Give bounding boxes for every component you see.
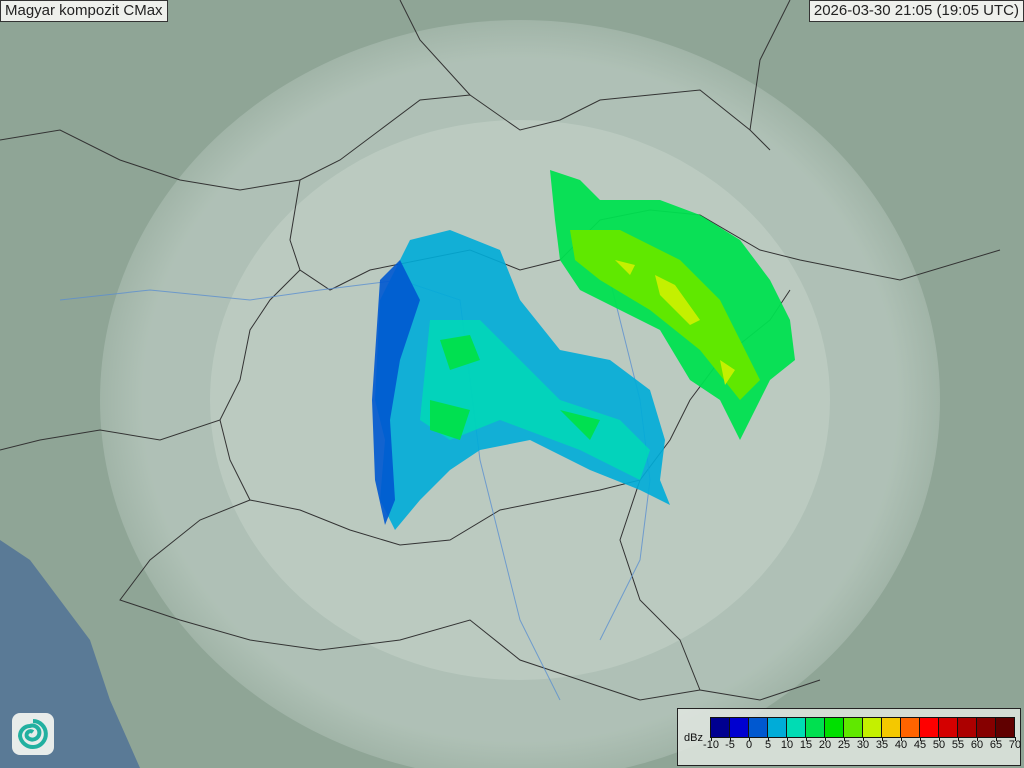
- legend-tick-label: 45: [913, 739, 927, 751]
- legend-bin: [863, 718, 882, 737]
- legend-tick-label: 60: [970, 739, 984, 751]
- legend-bin: [958, 718, 977, 737]
- legend-bin: [749, 718, 768, 737]
- legend-bin: [996, 718, 1014, 737]
- legend-tick-label: 15: [799, 739, 813, 751]
- legend-bin: [844, 718, 863, 737]
- legend-bin: [730, 718, 749, 737]
- legend-tick-label: -5: [725, 739, 735, 751]
- legend-tick-mark: [730, 737, 731, 741]
- legend-bin: [901, 718, 920, 737]
- legend-tick-label: 35: [875, 739, 889, 751]
- legend-tick-label: 65: [989, 739, 1003, 751]
- legend-bin: [977, 718, 996, 737]
- legend-tick-mark: [996, 737, 997, 741]
- legend-tick-label: 55: [951, 739, 965, 751]
- legend-tick-mark: [977, 737, 978, 741]
- legend-bin: [787, 718, 806, 737]
- legend-tick-mark: [958, 737, 959, 741]
- legend-tick-mark: [1015, 737, 1016, 741]
- legend-tick-label: 30: [856, 739, 870, 751]
- legend-tick-mark: [901, 737, 902, 741]
- legend-tick-mark: [825, 737, 826, 741]
- precipitation-echoes: [372, 170, 795, 530]
- legend-bin: [920, 718, 939, 737]
- legend-bin: [882, 718, 901, 737]
- legend-tick-mark: [749, 737, 750, 741]
- country-borders: [0, 0, 1001, 701]
- legend-tick-label: 70: [1008, 739, 1022, 751]
- legend-bin: [939, 718, 958, 737]
- legend-tick-mark: [844, 737, 845, 741]
- legend-tick-label: 25: [837, 739, 851, 751]
- legend-tick-mark: [806, 737, 807, 741]
- legend-bin: [825, 718, 844, 737]
- legend-tick-mark: [711, 737, 712, 741]
- legend-tick-mark: [863, 737, 864, 741]
- legend-tick-mark: [787, 737, 788, 741]
- swirl-logo-icon[interactable]: [12, 713, 54, 755]
- legend-tick-mark: [882, 737, 883, 741]
- legend-tick-label: 5: [764, 739, 772, 751]
- dbz-color-legend: dBz -10 -5 0 5 10 15 20 25 30 35 40 45 50 55 60 65 70: [677, 708, 1021, 766]
- legend-bin: [711, 718, 730, 737]
- legend-tick-label: 20: [818, 739, 832, 751]
- legend-tick-mark: [768, 737, 769, 741]
- legend-tick-mark: [939, 737, 940, 741]
- legend-bin: [806, 718, 825, 737]
- legend-unit: dBz: [684, 732, 703, 744]
- legend-color-bar: [710, 717, 1015, 738]
- legend-tick-label: 10: [780, 739, 794, 751]
- legend-tick-label: 0: [745, 739, 753, 751]
- adriatic-sea: [0, 540, 140, 768]
- legend-tick-label: 40: [894, 739, 908, 751]
- legend-bin: [768, 718, 787, 737]
- legend-tick-label: -10: [703, 739, 719, 751]
- timestamp: 2026-03-30 21:05 (19:05 UTC): [808, 0, 1024, 22]
- legend-tick-mark: [920, 737, 921, 741]
- legend-tick-label: 50: [932, 739, 946, 751]
- product-title: Magyar kompozit CMax: [0, 0, 168, 22]
